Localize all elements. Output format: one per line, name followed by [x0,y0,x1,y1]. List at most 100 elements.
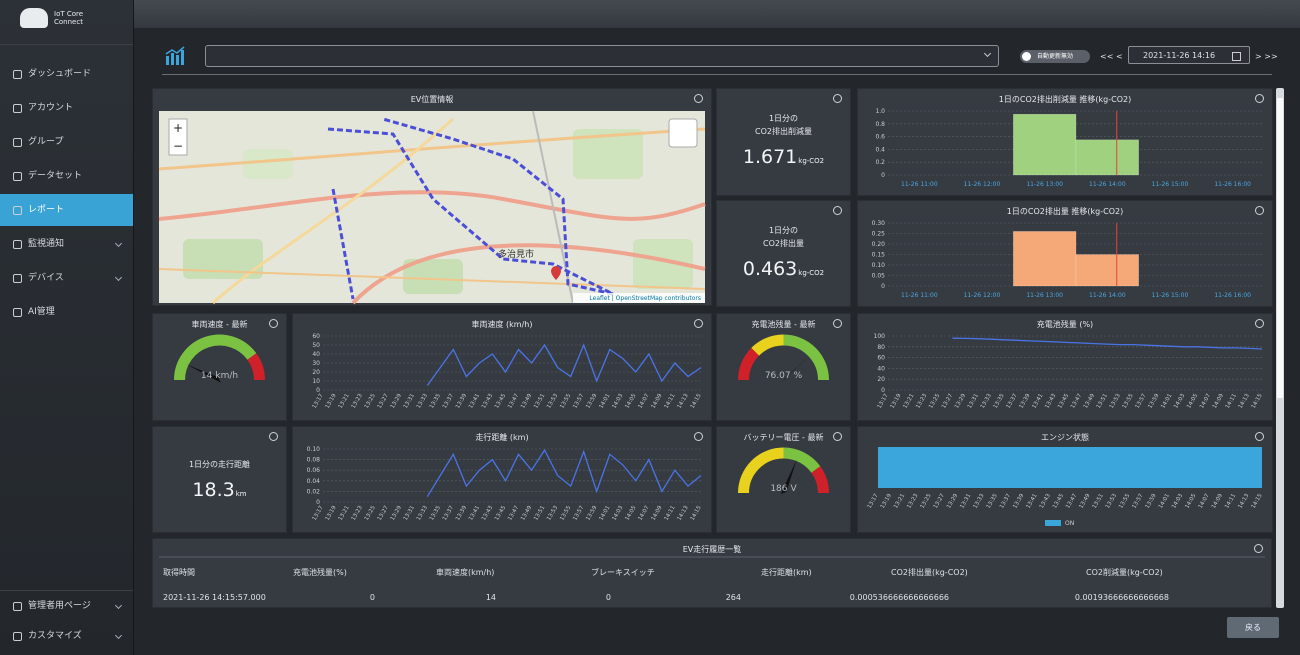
zoom-out[interactable]: − [173,139,183,153]
zoom-in[interactable]: + [173,121,183,135]
x-tick-label: 13:21 [338,505,351,522]
legend-label: ON [1065,520,1074,527]
x-tick-label: 13:59 [1145,493,1158,510]
y-tick-label: 0 [316,499,320,506]
x-tick-label: 13:39 [455,393,468,410]
x-tick-label: 14:13 [677,393,690,410]
menu-item[interactable]: 監視通知 [0,228,133,260]
info-icon[interactable] [269,432,278,441]
line [952,337,1263,350]
info-icon[interactable] [833,206,842,215]
x-tick-label: 13:51 [1096,393,1109,410]
info-icon[interactable] [269,319,278,328]
date-input[interactable]: 2021-11-26 14:16 [1128,46,1250,64]
info-icon[interactable] [694,94,703,103]
toggle[interactable]: 自動更新無効 [1020,50,1090,63]
info-icon[interactable] [1255,206,1264,215]
kpi-unit: km [236,490,247,498]
y-tick-label: 0.20 [872,241,886,248]
layer-control[interactable] [668,118,698,148]
chart-panel: 60 50 40 30 20 10 0 13:17 13:19 13:21 13:23 13:25 13… [292,313,712,421]
info-icon[interactable] [1255,319,1264,328]
table-panel-canvas [159,556,1265,558]
table-header: 取得時間 [163,568,195,577]
nav-button[interactable]: > [1255,52,1262,61]
info-icon[interactable] [694,432,703,441]
x-tick-label: 13:31 [959,493,972,510]
x-tick-label: 11-26 13:00 [1026,181,1063,188]
y-tick-label: 60 [312,333,320,340]
nav-button[interactable]: >> [1264,52,1278,61]
x-tick-label: 14:07 [637,505,650,522]
gauge-number: 76.07 [765,371,791,381]
menu-label: AI管理 [28,307,55,317]
map-panel: 多治見市 + − Leaflet | OpenStreetMap contributo… [152,88,712,306]
menu-item[interactable]: 管理者用ページ [0,590,133,622]
x-tick-label: 13:45 [1057,393,1070,410]
x-tick-label: 13:21 [338,393,351,410]
info-icon[interactable] [1254,544,1263,553]
x-tick-label: 11-26 11:00 [901,292,938,299]
info-icon[interactable] [1255,432,1264,441]
road [158,190,706,221]
menu-item[interactable]: レポート [0,194,133,226]
gauge-value: 76.07% [765,371,803,381]
attribution: Leaflet | OpenStreetMap contributors [589,295,701,302]
x-tick-label: 14:03 [611,393,624,410]
menu-item[interactable]: ダッシュボード [0,58,133,90]
gauge-band [247,353,265,381]
scroll-thumb[interactable] [1277,98,1283,398]
x-tick-label: 14:09 [651,505,664,522]
menu-item[interactable]: アカウント [0,92,133,124]
report-icon [165,46,185,65]
y-tick-label: 0.6 [875,134,885,141]
dropdown[interactable] [205,45,999,67]
x-tick-label: 13:21 [902,393,915,410]
y-tick-label: 60 [877,355,885,362]
info-icon[interactable] [1255,94,1264,103]
menu-icon [13,70,22,79]
back-button[interactable]: 戻る [1227,617,1279,638]
menu-icon [13,274,22,283]
kpi-title: CO2排出量 [763,238,804,248]
x-tick-label: 13:21 [893,493,906,510]
y-tick-label: 0.04 [307,478,321,485]
x-tick-label: 13:33 [980,393,993,410]
x-tick-label: 13:19 [325,393,338,410]
menu-item[interactable]: AI管理 [0,296,133,328]
x-tick-label: 13:17 [312,505,325,522]
x-tick-label: 13:49 [1083,393,1096,410]
x-tick-label: 13:19 [890,393,903,410]
y-tick-label: 0.08 [307,457,321,464]
menu-item[interactable]: デバイス [0,262,133,294]
info-icon[interactable] [833,319,842,328]
kpi-panel-canvas: 1日分の走行距離 18.3km [189,459,250,501]
logo-icon [20,8,48,28]
nav-button[interactable]: < [1115,52,1123,61]
kpi-value: 1.671kg-CO2 [743,146,824,168]
info-icon[interactable] [833,94,842,103]
menu-icon [13,138,22,147]
menu-item[interactable]: データセット [0,160,133,192]
x-tick-label: 14:03 [611,505,624,522]
info-icon[interactable] [833,432,842,441]
chevron [114,239,123,248]
panel-title: EV位置情報 [410,95,454,104]
gauge-panel-canvas: 76.07% [738,334,829,383]
table-cell: 0 [605,593,611,602]
legend-swatch [1045,520,1061,526]
nav-button[interactable]: << [1100,52,1114,61]
x-tick-label: 11-26 16:00 [1214,292,1251,299]
menu-item[interactable]: カスタマイズ [0,620,133,652]
info-icon[interactable] [694,319,703,328]
panel-title: 車両速度 (km/h) [471,320,533,329]
menu-item[interactable]: グループ [0,126,133,158]
table-cell: 0 [369,593,375,602]
x-tick-label: 13:17 [877,393,890,410]
gauge-panel: 186 V バッテリー電圧 - 最新 [716,426,851,533]
panel-title: 1日のCO2排出削減量 推移(kg-CO2) [998,95,1132,104]
top-bar [134,0,1300,28]
road [158,268,706,290]
x-tick-label: 13:57 [572,393,585,410]
